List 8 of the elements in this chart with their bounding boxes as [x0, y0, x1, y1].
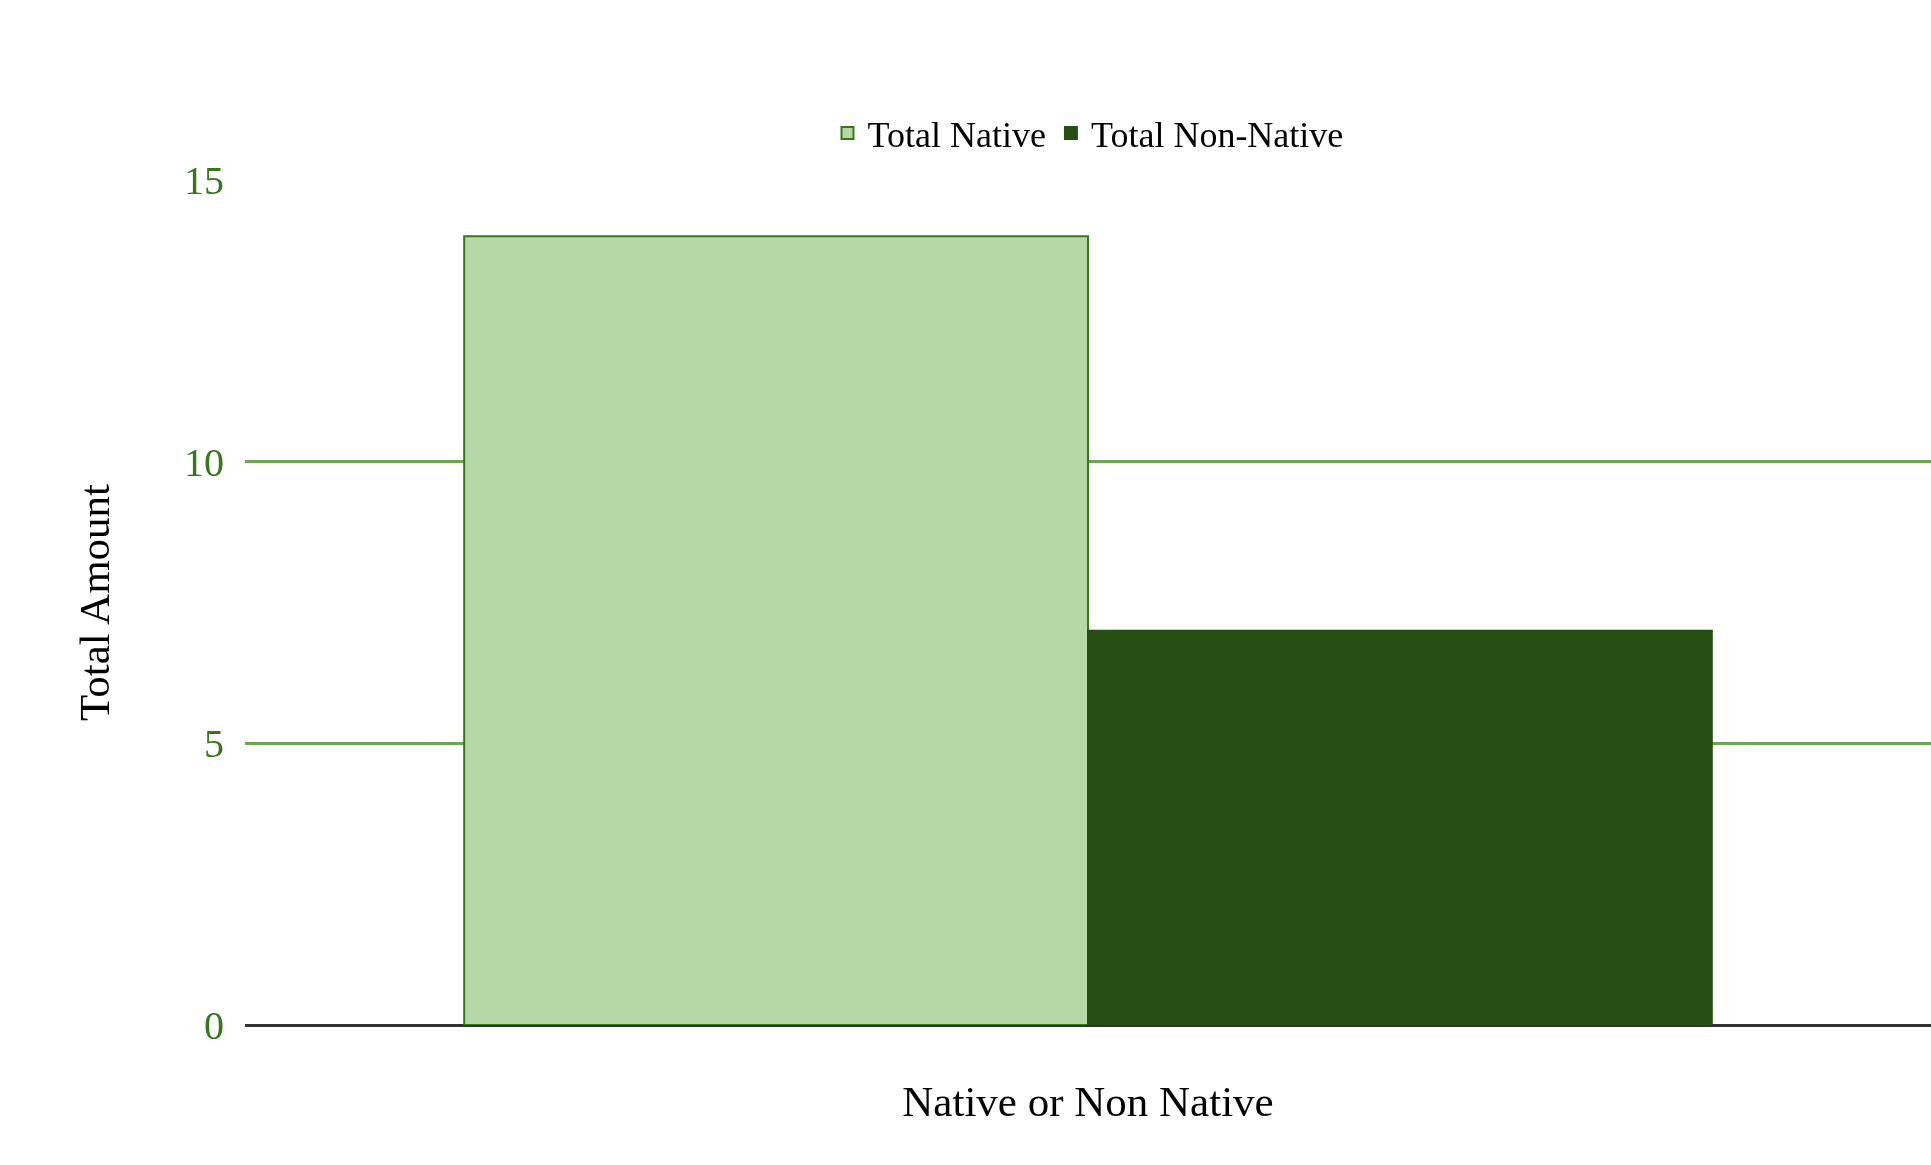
- x-axis-title: Native or Non Native: [902, 1077, 1274, 1125]
- legend-label: Total Native: [867, 115, 1046, 156]
- y-tick-label: 10: [184, 439, 224, 485]
- y-tick-label: 15: [184, 158, 224, 203]
- y-tick-label: 0: [204, 1003, 224, 1048]
- y-axis-title: Total Amount: [71, 483, 119, 722]
- legend-label: Total Non-Native: [1090, 115, 1344, 156]
- y-tick-label: 5: [204, 721, 224, 767]
